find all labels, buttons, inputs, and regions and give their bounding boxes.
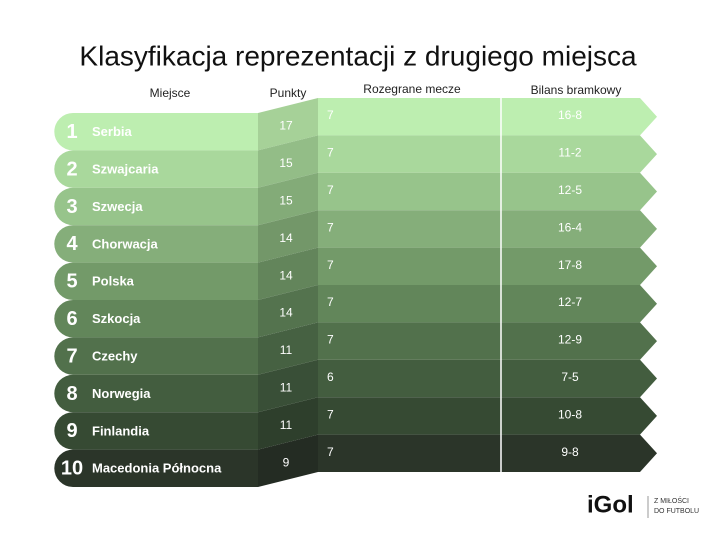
row-right	[318, 172, 657, 211]
goals: 16-4	[558, 220, 582, 234]
games: 7	[327, 258, 334, 272]
goals: 9-8	[561, 445, 579, 459]
goals: 11-2	[558, 146, 581, 160]
games: 7	[327, 183, 334, 197]
row-left	[54, 150, 258, 188]
row-left	[54, 262, 258, 300]
goals: 12-5	[558, 183, 582, 197]
points: 11	[280, 343, 293, 357]
points: 11	[280, 418, 293, 432]
row-left	[54, 187, 258, 226]
row-points-cell	[258, 210, 318, 263]
logo-tagline: Z MIŁOŚCI	[654, 496, 689, 505]
row-right	[318, 434, 657, 472]
row-points-cell	[258, 285, 318, 338]
games: 7	[327, 333, 334, 347]
column-header: Miejsce	[150, 86, 191, 100]
games: 7	[327, 445, 334, 459]
place: 3	[66, 196, 77, 218]
team: Serbia	[92, 124, 133, 139]
place: 6	[66, 308, 77, 330]
row-left	[54, 225, 258, 263]
row-points-cell	[258, 172, 318, 226]
games: 7	[327, 146, 334, 160]
row-points-cell	[258, 322, 318, 375]
games: 7	[327, 295, 334, 309]
row-points-cell	[258, 359, 318, 413]
points: 9	[283, 455, 290, 469]
place: 4	[66, 233, 78, 255]
team: Finlandia	[92, 423, 150, 438]
games: 7	[327, 108, 334, 122]
row-points-cell	[258, 135, 318, 188]
place: 5	[66, 271, 77, 293]
title: Klasyfikacja reprezentacji z drugiego mi…	[79, 40, 637, 71]
team: Chorwacja	[92, 236, 159, 251]
row-right	[318, 397, 657, 435]
games: 6	[327, 370, 334, 384]
row-right	[318, 322, 657, 360]
team: Norwegia	[92, 386, 151, 401]
row-right	[318, 98, 657, 136]
games: 7	[327, 407, 334, 421]
column-header: Bilans bramkowy	[531, 83, 622, 97]
place: 9	[66, 420, 77, 442]
goals: 12-9	[558, 333, 582, 347]
points: 15	[279, 156, 293, 170]
points: 15	[279, 193, 293, 207]
points: 14	[279, 231, 293, 245]
points: 14	[279, 306, 293, 320]
row-points-cell	[258, 434, 318, 487]
points: 14	[279, 268, 293, 282]
logo-tagline: DO FUTBOLU	[654, 508, 699, 515]
logo-brand: iGol	[587, 491, 634, 518]
row-right	[318, 285, 657, 323]
place: 7	[66, 345, 77, 367]
row-points-cell	[258, 397, 318, 450]
team: Macedonia Północna	[92, 461, 222, 476]
place: 1	[66, 121, 77, 143]
place: 8	[66, 383, 77, 405]
points: 11	[280, 380, 293, 394]
goals: 10-8	[558, 407, 582, 421]
points: 17	[279, 119, 293, 133]
row-points-cell	[258, 247, 318, 300]
row-left	[54, 412, 258, 450]
row-left	[54, 113, 258, 151]
team: Szkocja	[92, 311, 141, 326]
column-header: Rozegrane mecze	[363, 82, 461, 96]
row-right	[318, 210, 657, 248]
team: Szwecja	[92, 199, 143, 214]
row-right	[318, 135, 657, 173]
goals: 17-8	[558, 258, 582, 272]
column-header: Punkty	[270, 86, 307, 100]
row-left	[54, 374, 259, 413]
row-points-cell	[258, 98, 318, 151]
table: 1 Serbia 17 7 16-8 2 Szwajcaria 15 7 11-2 3 Szwecja…	[54, 98, 657, 487]
row-left	[54, 449, 258, 487]
goals: 16-8	[558, 108, 582, 122]
row-right	[318, 247, 657, 285]
place: 10	[61, 458, 83, 480]
goals: 12-7	[558, 295, 582, 309]
team: Czechy	[92, 349, 138, 364]
team: Polska	[92, 274, 135, 289]
row-right	[318, 359, 657, 398]
team: Szwajcaria	[92, 162, 159, 177]
row-left	[54, 337, 258, 375]
goals: 7-5	[561, 370, 579, 384]
place: 2	[66, 158, 77, 180]
row-left	[54, 300, 258, 338]
games: 7	[327, 220, 334, 234]
